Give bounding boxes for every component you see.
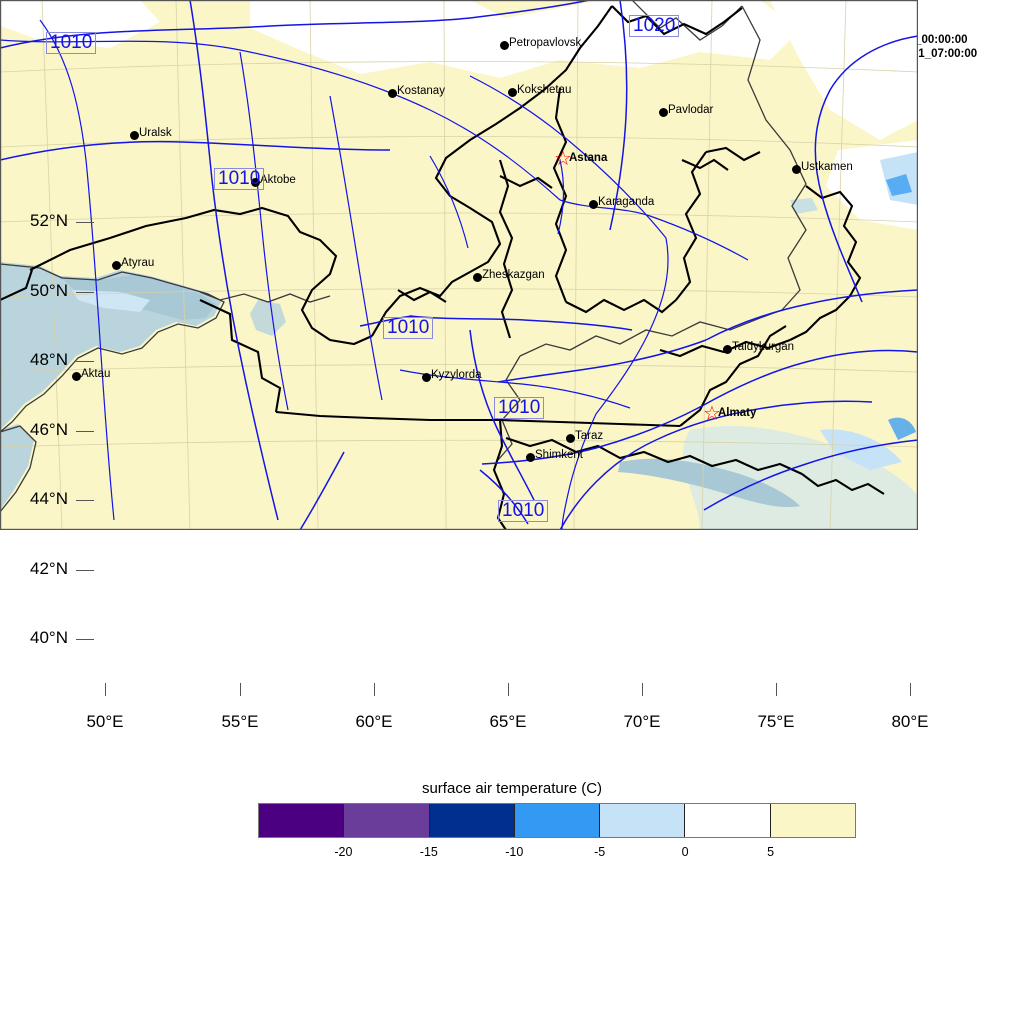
lat-tick-mark xyxy=(76,570,94,572)
lon-tick-mark xyxy=(240,683,242,696)
colorbar-swatch xyxy=(429,804,515,837)
colorbar-swatch xyxy=(259,804,345,837)
city-label: Atyrau xyxy=(121,257,155,269)
lon-tick-label: 55°E xyxy=(221,712,259,731)
city-dot-icon xyxy=(388,89,397,98)
city-dot-icon xyxy=(112,261,121,270)
lat-tick-label: 46°N xyxy=(30,420,68,439)
city-label: Shimkent xyxy=(535,449,583,461)
isobar-label: 1020 xyxy=(629,15,680,37)
city-label: Uralsk xyxy=(139,127,172,139)
map-graphics xyxy=(0,0,918,530)
capital-star-icon: ☆ xyxy=(554,148,572,170)
city-label: Pavlodar xyxy=(668,104,714,116)
city-dot-icon xyxy=(723,345,732,354)
isobar-label: 1010 xyxy=(494,397,545,419)
rivers xyxy=(0,19,749,530)
colorbar-swatch xyxy=(770,804,855,837)
lon-tick-label: 80°E xyxy=(891,712,929,731)
temp-band-minus10-minus5 xyxy=(886,174,916,440)
lat-tick-label: 42°N xyxy=(30,559,68,578)
isobar-contours xyxy=(0,0,918,530)
colorbar-title: surface air temperature (C) xyxy=(421,780,603,797)
city-dot-icon xyxy=(566,434,575,443)
lon-tick-mark xyxy=(910,683,912,696)
colorbar-tick-label: 0 xyxy=(681,845,689,859)
colorbar-tick-label: -15 xyxy=(419,845,438,859)
city-label: Aktau xyxy=(81,368,111,380)
city-label: Astana xyxy=(569,152,608,164)
colorbar-swatch xyxy=(600,804,686,837)
city-label: Kokshetau xyxy=(517,84,572,96)
city-label: Taldykurgan xyxy=(732,341,795,353)
city-dot-icon xyxy=(526,453,535,462)
city-label: Petropavlovsk xyxy=(509,37,582,49)
city-dot-icon xyxy=(72,372,81,381)
isobar-label: 1010 xyxy=(214,168,265,190)
city-dot-icon xyxy=(422,373,431,382)
lon-tick-label: 70°E xyxy=(623,712,661,731)
colorbar-tick-label: -10 xyxy=(505,845,524,859)
city-label: Kyzylorda xyxy=(431,369,482,381)
lat-tick-mark xyxy=(76,500,94,502)
colorbar-tick-label: -5 xyxy=(594,845,606,859)
lon-tick-mark xyxy=(776,683,778,696)
lat-tick-mark xyxy=(76,361,94,363)
colorbar[interactable] xyxy=(258,803,856,838)
lon-tick-mark xyxy=(508,683,510,696)
colorbar-ticks: -20 -15 -10 -5 0 5 xyxy=(258,845,856,865)
lat-tick-mark xyxy=(76,639,94,641)
city-label: Zheskazgan xyxy=(482,269,545,281)
lat-tick-label: 44°N xyxy=(30,489,68,508)
water-bodies xyxy=(0,198,818,510)
capital-star-icon: ☆ xyxy=(703,403,721,425)
lat-tick-mark xyxy=(76,431,94,433)
colorbar-swatch xyxy=(514,804,601,837)
city-label: Taraz xyxy=(575,430,604,442)
city-label: Ustkamen xyxy=(801,161,853,173)
lon-tick-label: 65°E xyxy=(489,712,527,731)
lat-tick-label: 50°N xyxy=(30,281,68,300)
isobar-label: 1010 xyxy=(46,32,97,54)
city-label: Almaty xyxy=(718,407,757,419)
graticule xyxy=(0,0,918,530)
lon-tick-mark xyxy=(642,683,644,696)
lat-tick-mark xyxy=(76,222,94,224)
city-label: Aktobe xyxy=(260,174,296,186)
city-dot-icon xyxy=(130,131,139,140)
city-dot-icon xyxy=(792,165,801,174)
lon-tick-label: 60°E xyxy=(355,712,393,731)
lon-tick-mark xyxy=(374,683,376,696)
city-dot-icon xyxy=(251,178,260,187)
lon-tick-mark xyxy=(105,683,107,696)
lon-tick-label: 50°E xyxy=(86,712,124,731)
weather-map[interactable]: Petropavlovsk Kostanay Kokshetau Pavlodar Ur… xyxy=(0,0,918,530)
city-dot-icon xyxy=(500,41,509,50)
city-label: Karaganda xyxy=(598,196,655,208)
isobar-label: 1010 xyxy=(498,500,549,522)
lat-tick-label: 52°N xyxy=(30,211,68,230)
colorbar-swatch xyxy=(685,804,771,837)
lat-tick-mark xyxy=(76,292,94,294)
lon-tick-label: 75°E xyxy=(757,712,795,731)
lat-tick-label: 48°N xyxy=(30,350,68,369)
city-label: Kostanay xyxy=(397,85,445,97)
city-dot-icon xyxy=(589,200,598,209)
isobar-label: 1010 xyxy=(383,317,434,339)
city-dot-icon xyxy=(659,108,668,117)
coastline-and-borders xyxy=(0,0,807,513)
city-dot-icon xyxy=(473,273,482,282)
city-dot-icon xyxy=(508,88,517,97)
colorbar-tick-label: 5 xyxy=(767,845,775,859)
colorbar-swatch xyxy=(344,804,430,837)
lat-tick-label: 40°N xyxy=(30,628,68,647)
colorbar-tick-label: -20 xyxy=(334,845,353,859)
